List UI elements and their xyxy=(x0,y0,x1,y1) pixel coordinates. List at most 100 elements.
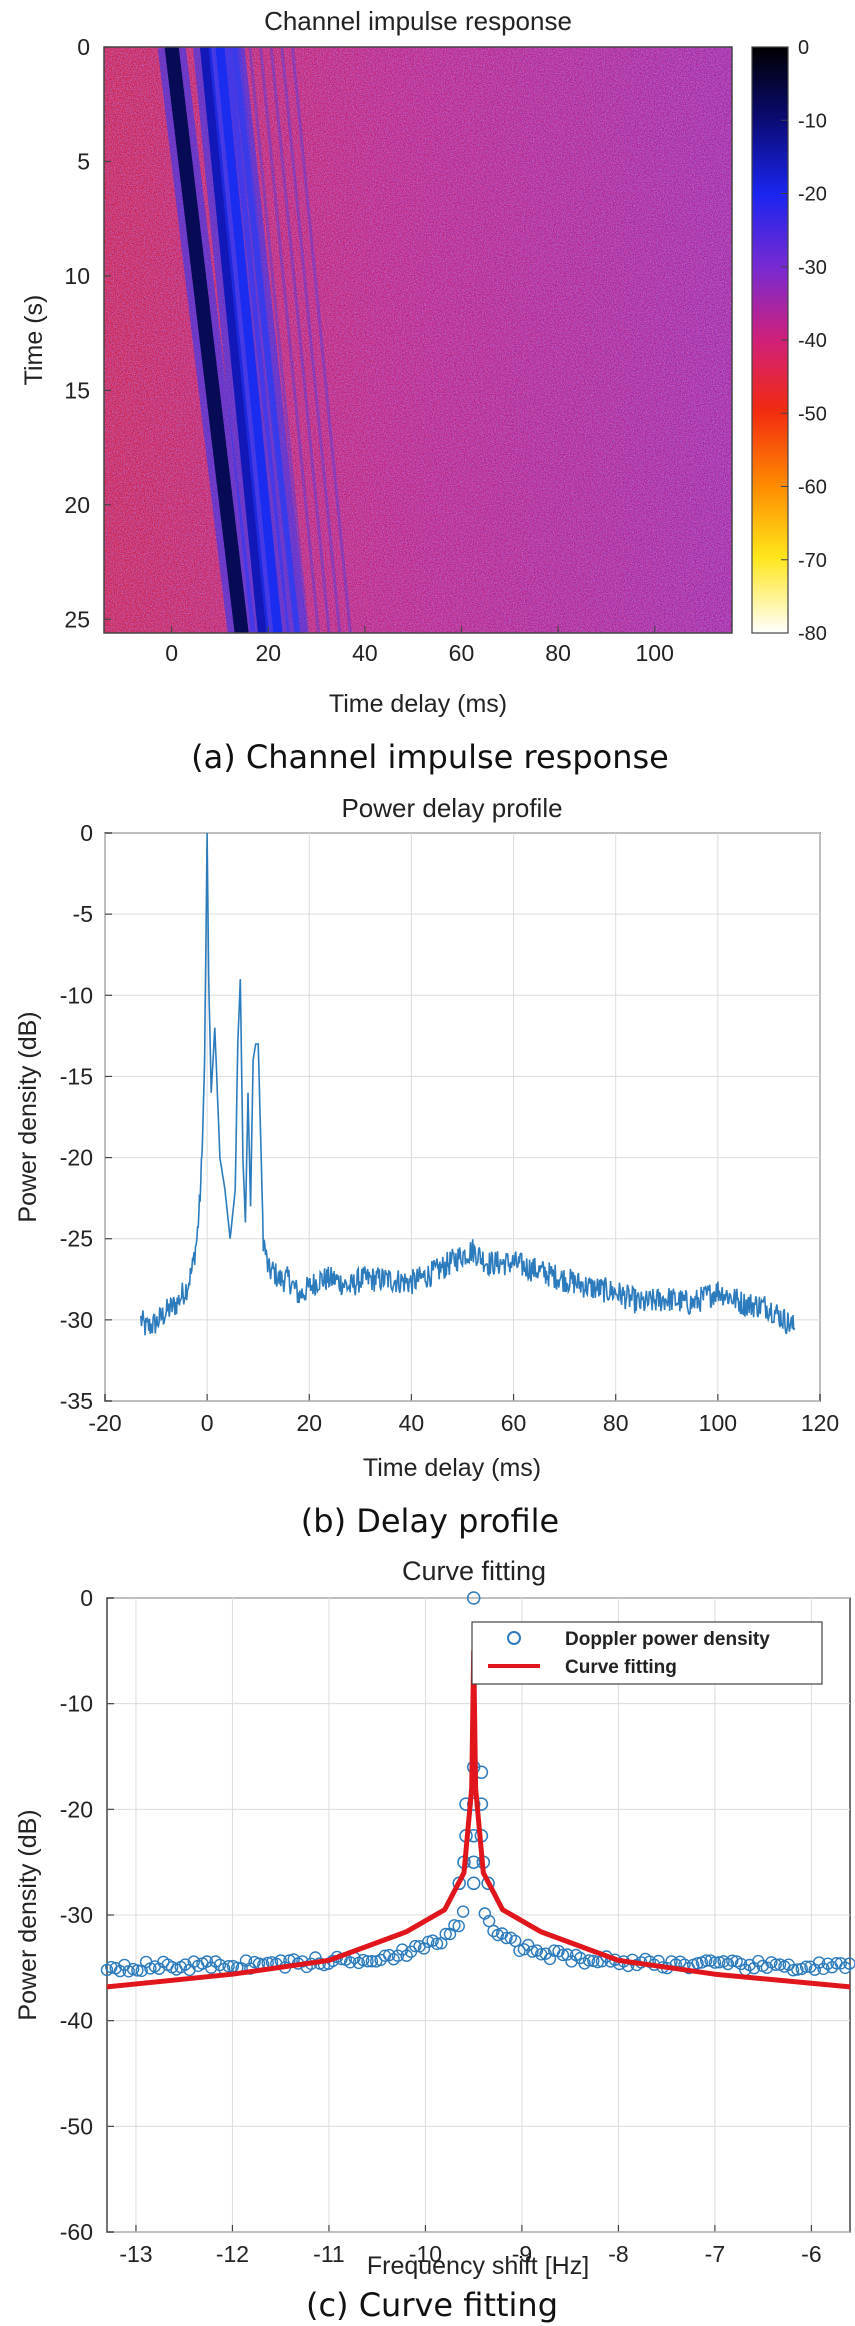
doppler-point xyxy=(456,1905,470,1918)
y-tick-label: -20 xyxy=(60,1145,93,1171)
y-tick-label: -15 xyxy=(60,1063,93,1089)
doppler-point xyxy=(808,1963,821,1976)
x-tick-label: -9 xyxy=(512,2241,532,2267)
doppler-point xyxy=(400,1949,413,1962)
x-tick-label: -6 xyxy=(801,2241,821,2267)
power-delay-profile-chart: Power delay profile -20 0 20 40 60 80 100 120 0 -… xyxy=(14,793,839,1540)
doppler-point xyxy=(409,1939,422,1953)
chart-c-ylabel: Power density (dB) xyxy=(14,1809,42,2020)
chart-a-title: Channel impulse response xyxy=(264,6,572,36)
y-tick-label: -10 xyxy=(60,1691,93,1717)
doppler-point xyxy=(726,1954,739,1967)
colorbar: 0 -10 -20 -30 -40 -50 -60 -70 -80 xyxy=(751,37,827,645)
doppler-point xyxy=(466,1855,481,1869)
colorbar-tick-label: -70 xyxy=(798,550,827,572)
y-tick-label: -10 xyxy=(60,982,93,1008)
chart-c-xlabel: Frequency shift [Hz] xyxy=(367,2252,589,2280)
path-streak xyxy=(237,47,299,633)
doppler-point xyxy=(131,1964,144,1977)
path-line xyxy=(164,47,249,633)
doppler-point xyxy=(708,1956,722,1969)
x-tick-label: 0 xyxy=(165,640,178,666)
x-tick-label: 40 xyxy=(399,1410,425,1436)
y-tick-label: 5 xyxy=(77,148,90,174)
y-tick-label: -40 xyxy=(60,2008,93,2034)
doppler-point xyxy=(517,1943,531,1956)
chart-c-title: Curve fitting xyxy=(402,1556,546,1586)
doppler-point xyxy=(396,1943,409,1956)
path-line xyxy=(199,47,269,633)
colorbar-tick-label: -40 xyxy=(798,330,827,352)
doppler-point xyxy=(791,1963,804,1976)
doppler-point xyxy=(487,1924,500,1938)
doppler-point xyxy=(769,1958,782,1971)
y-tick-label: 20 xyxy=(64,492,90,518)
legend-marker-doppler xyxy=(507,1631,521,1645)
doppler-point xyxy=(843,1957,855,1970)
chart-b-xlabel: Time delay (ms) xyxy=(363,1454,541,1482)
x-tick-label: 40 xyxy=(352,640,378,666)
x-tick-label: 20 xyxy=(296,1410,322,1436)
doppler-point xyxy=(561,1948,574,1961)
colorbar-tick-label: -30 xyxy=(798,257,827,279)
doppler-point xyxy=(466,1591,481,1605)
path-line xyxy=(215,47,283,633)
x-tick-label: -8 xyxy=(608,2241,628,2267)
doppler-point xyxy=(582,1954,596,1967)
doppler-point xyxy=(113,1964,127,1978)
path-streak xyxy=(269,47,331,633)
doppler-point xyxy=(552,1944,565,1958)
doppler-point xyxy=(478,1907,491,1920)
doppler-point xyxy=(500,1931,513,1945)
doppler-point xyxy=(344,1956,357,1969)
doppler-point xyxy=(204,1961,218,1974)
doppler-point xyxy=(565,1955,578,1968)
colorbar-tick-label: -80 xyxy=(798,623,827,645)
doppler-point xyxy=(213,1958,227,1972)
y-tick-label: -30 xyxy=(60,1307,93,1333)
x-tick-label: 100 xyxy=(636,640,674,666)
y-tick-label: -50 xyxy=(60,2113,93,2139)
doppler-point xyxy=(187,1955,201,1968)
x-tick-label: 80 xyxy=(545,640,571,666)
x-tick-label: -13 xyxy=(119,2241,152,2267)
y-tick-label: 10 xyxy=(64,263,90,289)
colorbar-tick-label: -10 xyxy=(798,110,827,132)
doppler-point xyxy=(691,1957,704,1970)
doppler-point xyxy=(834,1957,847,1970)
path-streak xyxy=(259,47,320,633)
doppler-point xyxy=(430,1937,444,1950)
doppler-point xyxy=(448,1919,461,1932)
x-tick-label: -12 xyxy=(216,2241,249,2267)
x-tick-label: 100 xyxy=(699,1410,737,1436)
doppler-point xyxy=(209,1955,222,1968)
legend-label-fit: Curve fitting xyxy=(565,1657,677,1678)
doppler-point xyxy=(466,1797,481,1811)
doppler-point xyxy=(482,1914,496,1928)
x-tick-label: 120 xyxy=(801,1410,839,1436)
doppler-point xyxy=(522,1938,535,1952)
y-tick-label: -25 xyxy=(60,1226,93,1252)
doppler-point xyxy=(812,1956,826,1969)
y-tick-label: 0 xyxy=(77,34,90,60)
y-tick-label: -60 xyxy=(60,2219,93,2245)
colorbar-tick-label: -20 xyxy=(798,184,827,206)
path-streak xyxy=(290,47,352,633)
y-tick-label: 25 xyxy=(64,606,90,632)
doppler-point xyxy=(821,1957,834,1970)
chart-b-caption: (b) Delay profile xyxy=(301,1502,559,1540)
doppler-point xyxy=(591,1955,604,1969)
doppler-point xyxy=(452,1919,465,1933)
legend-label-doppler: Doppler power density xyxy=(565,1629,770,1650)
y-tick-label: 0 xyxy=(80,820,93,846)
colorbar-tick-label: 0 xyxy=(798,37,809,59)
x-tick-label: 60 xyxy=(501,1410,527,1436)
y-tick-label: 0 xyxy=(80,1585,93,1611)
doppler-point xyxy=(365,1955,379,1968)
doppler-point xyxy=(387,1953,400,1966)
y-tick-label: -30 xyxy=(60,1902,93,1928)
chart-b-title: Power delay profile xyxy=(341,793,562,823)
path-streak xyxy=(280,47,342,633)
doppler-point xyxy=(700,1954,713,1967)
y-tick-label: -20 xyxy=(60,1796,93,1822)
